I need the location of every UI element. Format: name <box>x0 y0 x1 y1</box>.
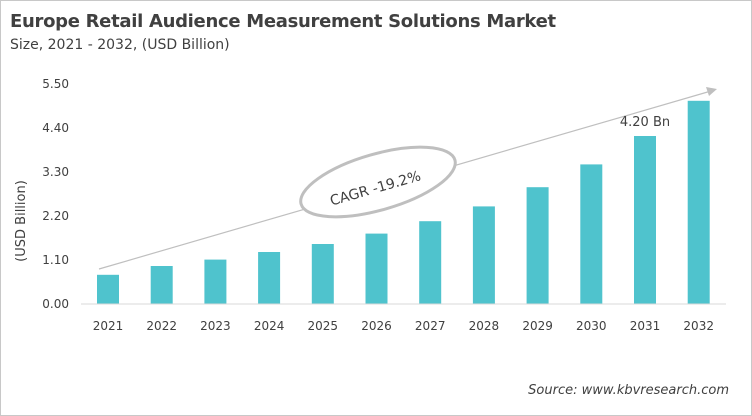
y-tick-label: 3.30 <box>42 165 69 179</box>
y-tick-label: 1.10 <box>42 253 69 267</box>
x-tick-label: 2031 <box>630 319 661 333</box>
x-tick-label: 2028 <box>469 319 500 333</box>
x-tick-label: 2027 <box>415 319 446 333</box>
bar-2022 <box>150 266 173 304</box>
bar-2026 <box>365 233 388 304</box>
x-tick-label: 2025 <box>308 319 339 333</box>
cagr-ellipse <box>299 145 457 219</box>
bar-2027 <box>419 221 442 304</box>
x-tick-label: 2032 <box>683 319 714 333</box>
cagr-arrow-head-icon <box>706 87 717 96</box>
bar-2028 <box>472 206 495 304</box>
bar-2031 <box>634 136 656 304</box>
x-tick-label: 2024 <box>254 319 285 333</box>
bar-2029 <box>526 187 549 304</box>
bar-2024 <box>258 252 281 304</box>
y-tick-label: 2.20 <box>42 209 69 223</box>
x-tick-label: 2026 <box>361 319 392 333</box>
bar-2032 <box>687 100 710 304</box>
x-tick-label: 2023 <box>200 319 231 333</box>
data-label-2031: 4.20 Bn <box>620 115 670 130</box>
chart-title: Europe Retail Audience Measurement Solut… <box>10 11 556 32</box>
x-tick-label: 2021 <box>93 319 124 333</box>
chart-subtitle: Size, 2021 - 2032, (USD Billion) <box>10 37 230 53</box>
bar-2025 <box>311 244 334 304</box>
bar-2030 <box>580 164 603 304</box>
x-tick-label: 2029 <box>522 319 553 333</box>
y-tick-label: 0.00 <box>42 297 69 311</box>
source-note: Source: www.kbvresearch.com <box>528 383 729 398</box>
bar-2021 <box>97 274 119 304</box>
y-tick-label: 5.50 <box>42 77 69 91</box>
y-tick-label: 4.40 <box>42 121 69 135</box>
x-tick-label: 2030 <box>576 319 607 333</box>
x-tick-label: 2022 <box>146 319 177 333</box>
bar-2023 <box>204 259 227 304</box>
y-axis-label: (USD Billion) <box>14 180 29 262</box>
